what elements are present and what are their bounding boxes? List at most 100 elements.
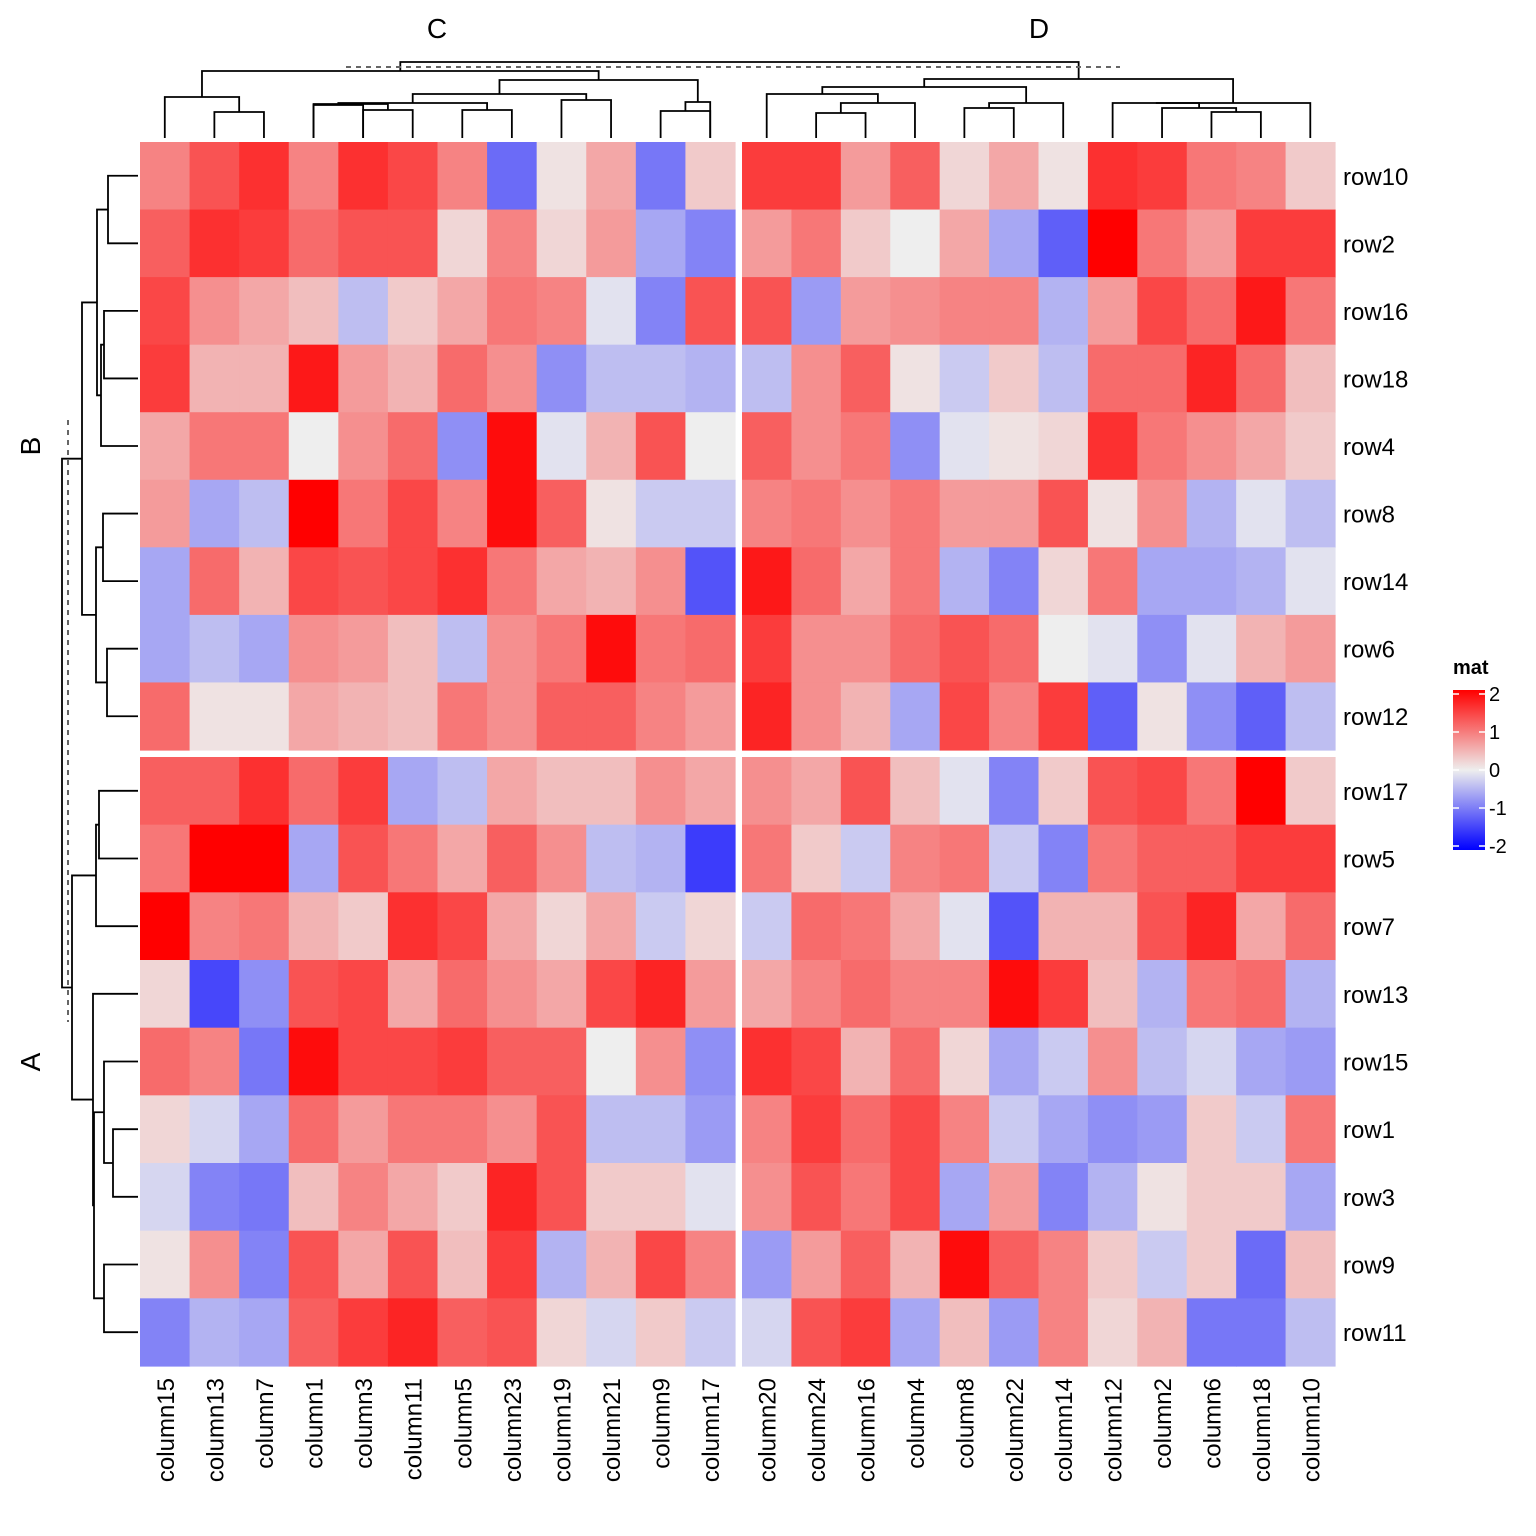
heatmap-cell (1285, 682, 1336, 751)
heatmap-cell (685, 1027, 736, 1096)
heatmap-cell (989, 547, 1040, 616)
heatmap-cell (1236, 1230, 1287, 1299)
column-dendrogram (163, 61, 1312, 138)
heatmap-cell (890, 682, 941, 751)
heatmap-cell (1137, 1298, 1188, 1367)
row-label: row3 (1343, 1185, 1395, 1212)
heatmap-cell (189, 209, 240, 278)
heatmap-cell (288, 1298, 339, 1367)
heatmap-cell (387, 824, 439, 893)
heatmap-cell (288, 344, 339, 413)
heatmap-cell (239, 757, 290, 826)
heatmap-cell (791, 209, 842, 278)
heatmap-cell (189, 479, 240, 548)
heatmap-cell (1038, 142, 1089, 211)
heatmap-cell (685, 757, 736, 826)
dendrogram-branch (100, 343, 138, 447)
legend-tick-label: -1 (1489, 798, 1507, 820)
column-label: column2 (1150, 1378, 1177, 1469)
heatmap-cell (890, 479, 941, 548)
heatmap-cell (840, 1163, 891, 1232)
row-label: row12 (1343, 704, 1408, 731)
heatmap-cell (288, 142, 339, 211)
heatmap-cell (338, 1095, 389, 1164)
heatmap-cell (288, 892, 339, 961)
column-group-label-c: C (427, 13, 447, 44)
heatmap-cell (1285, 1095, 1336, 1164)
heatmap-cell (1087, 614, 1138, 684)
heatmap-cells (140, 142, 1336, 1367)
heatmap-cell (635, 479, 687, 548)
heatmap-cell (189, 344, 240, 413)
heatmap-cell (791, 1163, 842, 1232)
heatmap-cell (487, 1230, 538, 1299)
heatmap-cell (1087, 479, 1138, 548)
heatmap-cell (1186, 1230, 1237, 1299)
heatmap-cell (1087, 1163, 1138, 1232)
heatmap-cell (437, 142, 488, 211)
heatmap-cell (890, 1027, 941, 1096)
heatmap-cell (1186, 1027, 1237, 1096)
dendrogram-branch (95, 823, 138, 928)
heatmap-cell (1038, 1163, 1089, 1232)
dendrogram-branch (95, 546, 107, 684)
heatmap-cell (1087, 277, 1138, 346)
heatmap-cell (840, 547, 891, 616)
heatmap-cell (387, 892, 439, 961)
heatmap-cell (742, 479, 793, 548)
heatmap-cell (189, 960, 240, 1029)
heatmap-cell (536, 277, 587, 346)
heatmap-cell (742, 1095, 793, 1164)
heatmap-cell (791, 1230, 842, 1299)
heatmap-cell (140, 960, 191, 1029)
heatmap-cell (989, 1027, 1040, 1096)
dendrogram-branch (93, 1111, 104, 1300)
heatmap-cell (840, 344, 891, 413)
heatmap-cell (239, 614, 290, 684)
heatmap-cell (586, 412, 637, 481)
heatmap-cell (338, 344, 389, 413)
heatmap-cell (1285, 757, 1336, 826)
heatmap-cell (536, 1298, 587, 1367)
heatmap-cell (140, 1027, 191, 1096)
dendrogram-branch (1155, 102, 1312, 138)
heatmap-cell (338, 824, 389, 893)
heatmap-cell (140, 209, 191, 278)
column-label: column22 (1002, 1378, 1029, 1482)
row-dendrogram (61, 174, 138, 1334)
heatmap-cell (1087, 757, 1138, 826)
heatmap-cell (791, 960, 842, 1029)
heatmap-cell (890, 1163, 941, 1232)
heatmap-cell (791, 142, 842, 211)
heatmap-cell (1137, 344, 1188, 413)
heatmap-cell (1285, 209, 1336, 278)
dendrogram-branch (411, 93, 588, 103)
heatmap-cell (890, 412, 941, 481)
heatmap-cell (586, 614, 637, 684)
heatmap-cell (437, 682, 488, 751)
heatmap-cell (685, 1095, 736, 1164)
dendrogram-branch (103, 1263, 138, 1334)
column-label: column10 (1298, 1378, 1325, 1482)
row-label: row16 (1343, 299, 1408, 326)
heatmap-cell (338, 1027, 389, 1096)
heatmap-cell (989, 1095, 1040, 1164)
legend-tick-label: 2 (1489, 684, 1500, 706)
heatmap-cell (939, 142, 990, 211)
heatmap-cell (189, 547, 240, 616)
heatmap-cell (635, 1163, 687, 1232)
heatmap-cell (140, 682, 191, 751)
column-label: column6 (1200, 1378, 1227, 1469)
heatmap-cell (989, 479, 1040, 548)
heatmap-cell (1038, 757, 1089, 826)
heatmap-cell (1087, 682, 1138, 751)
heatmap-cell (791, 412, 842, 481)
heatmap-cell (1236, 277, 1287, 346)
heatmap-cell (586, 277, 637, 346)
heatmap-cell (1087, 1298, 1138, 1367)
heatmap-cell (288, 1095, 339, 1164)
heatmap-cell (487, 1163, 538, 1232)
heatmap-cell (536, 412, 587, 481)
row-label: row18 (1343, 366, 1408, 393)
